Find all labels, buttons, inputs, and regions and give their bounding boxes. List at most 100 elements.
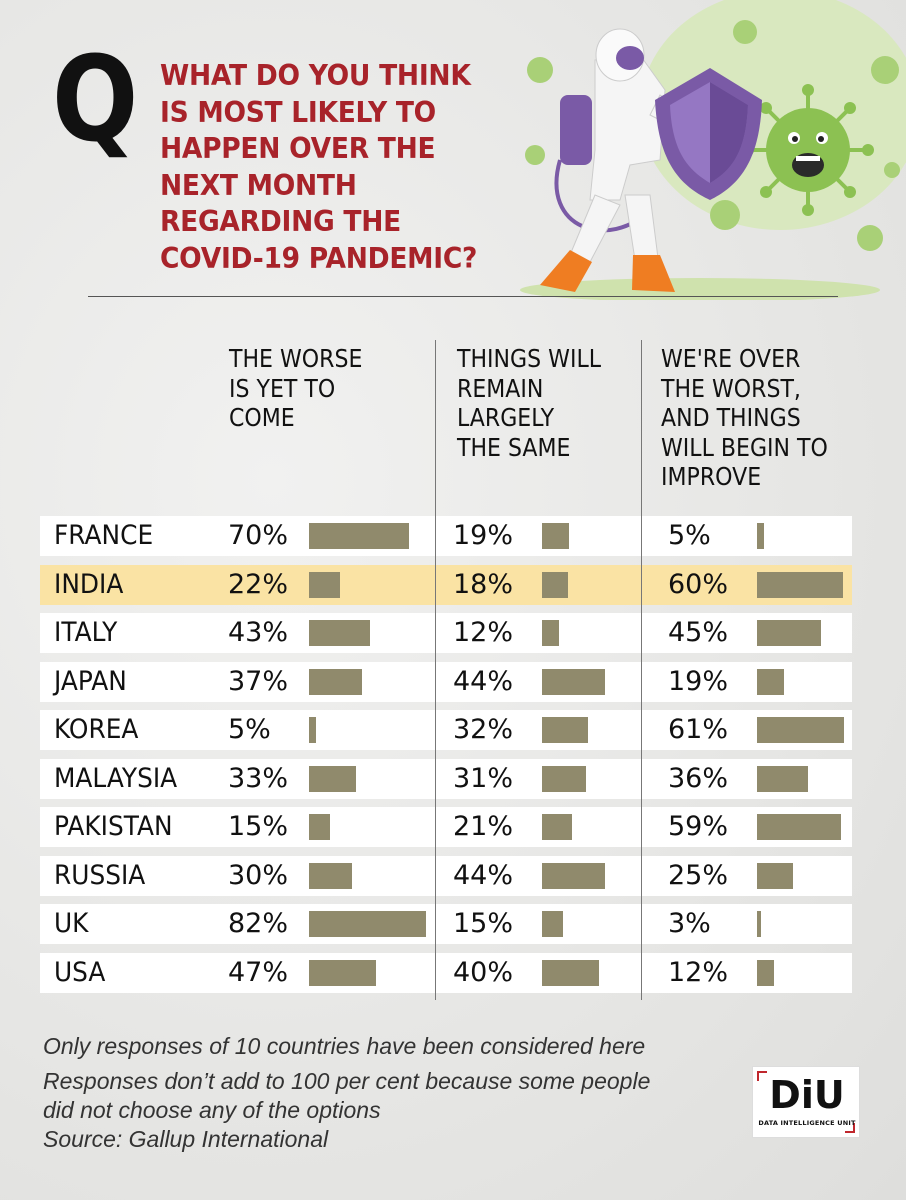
percent-label: 82% bbox=[228, 908, 289, 939]
country-label: USA bbox=[54, 956, 106, 988]
question-line: IS MOST LIKELY TO bbox=[160, 95, 436, 129]
question-line: NEXT MONTH bbox=[160, 168, 357, 202]
percent-label: 21% bbox=[453, 811, 514, 842]
table-row: ITALY 43% 12% 45% bbox=[40, 613, 852, 653]
logo-corner bbox=[845, 1123, 855, 1133]
virus-big-icon bbox=[742, 84, 874, 216]
column-separator bbox=[435, 340, 436, 1000]
value-bar bbox=[542, 571, 568, 598]
table-row-highlighted: INDIA 22% 18% 60% bbox=[40, 564, 852, 605]
question-line: COVID-19 PANDEMIC? bbox=[160, 241, 478, 275]
country-label: RUSSIA bbox=[54, 859, 146, 891]
value-bar bbox=[309, 911, 427, 937]
value-bar bbox=[309, 668, 362, 695]
percent-label: 31% bbox=[453, 762, 514, 794]
value-bar bbox=[542, 668, 605, 695]
value-bar bbox=[757, 668, 785, 695]
column-header-line: REMAIN bbox=[457, 373, 544, 403]
question-line: HAPPEN OVER THE bbox=[160, 132, 436, 165]
table-row: MALAYSIA 33% 31% 36% bbox=[40, 758, 852, 799]
country-label: KOREA bbox=[54, 714, 139, 745]
footnote: Only responses of 10 countries have been… bbox=[43, 1033, 646, 1059]
table-row: PAKISTAN 15% 21% 59% bbox=[40, 807, 852, 847]
percent-label: 70% bbox=[228, 520, 289, 551]
value-bar bbox=[309, 814, 331, 840]
value-bar bbox=[757, 523, 765, 549]
percent-label: 19% bbox=[453, 520, 514, 551]
percent-label: 12% bbox=[453, 617, 514, 648]
source-note: Source: Gallup International bbox=[43, 1126, 329, 1152]
logo-subtitle: DATA INTELLIGENCE UNIT bbox=[758, 1119, 856, 1127]
column-header-line: COME bbox=[229, 403, 295, 432]
hazmat-illustration bbox=[520, 0, 906, 300]
q-letter: Q bbox=[52, 30, 139, 168]
footnote: Responses don’t add to 100 per cent beca… bbox=[43, 1068, 651, 1094]
percent-label: 15% bbox=[228, 811, 289, 842]
percent-label: 61% bbox=[668, 714, 729, 745]
value-bar bbox=[757, 765, 809, 792]
percent-label: 59% bbox=[668, 811, 729, 842]
value-bar bbox=[309, 765, 357, 792]
value-bar bbox=[309, 717, 317, 743]
header-divider bbox=[88, 296, 838, 297]
value-bar bbox=[542, 959, 600, 986]
value-bar bbox=[757, 959, 775, 986]
percent-label: 22% bbox=[228, 568, 289, 600]
table-row: UK 82% 15% 3% bbox=[40, 904, 852, 944]
column-header-line: THE SAME bbox=[457, 432, 571, 462]
virus-small-icon bbox=[525, 20, 900, 251]
percent-label: 45% bbox=[668, 617, 729, 648]
percent-label: 18% bbox=[453, 568, 514, 600]
column-header-worse: THE WORSE IS YET TO COME bbox=[229, 344, 377, 433]
percent-label: 25% bbox=[668, 859, 729, 891]
table-row: KOREA 5% 32% 61% bbox=[40, 710, 852, 750]
question-title: WHAT DO YOU THINK IS MOST LIKELY TO HAPP… bbox=[160, 58, 520, 277]
country-label: PAKISTAN bbox=[54, 811, 173, 842]
shield-icon bbox=[655, 68, 762, 200]
table-row: FRANCE 70% 19% 5% bbox=[40, 516, 852, 556]
ground-shadow bbox=[520, 278, 880, 300]
value-bar bbox=[309, 571, 341, 598]
percent-label: 12% bbox=[668, 956, 729, 988]
value-bar bbox=[309, 959, 377, 986]
column-header-line: IS YET TO bbox=[229, 373, 336, 403]
logo-corner bbox=[757, 1071, 767, 1081]
table-row: RUSSIA 30% 44% 25% bbox=[40, 855, 852, 896]
footnote: did not choose any of the options bbox=[43, 1097, 381, 1123]
country-label: ITALY bbox=[54, 617, 118, 648]
value-bar bbox=[542, 765, 587, 792]
value-bar bbox=[309, 523, 410, 549]
column-header-line: WILL BEGIN TO bbox=[661, 432, 828, 462]
country-label: UK bbox=[54, 908, 89, 939]
percent-label: 15% bbox=[453, 908, 514, 939]
logo-text: DiU bbox=[769, 1073, 845, 1117]
percent-label: 43% bbox=[228, 617, 289, 648]
value-bar bbox=[542, 814, 573, 840]
country-label: MALAYSIA bbox=[54, 762, 178, 794]
value-bar bbox=[542, 911, 564, 937]
percent-label: 40% bbox=[453, 956, 514, 988]
value-bar bbox=[309, 620, 371, 646]
value-bar bbox=[757, 571, 843, 598]
footnotes: Only responses of 10 countries have been… bbox=[43, 1032, 650, 1154]
percent-label: 30% bbox=[228, 859, 289, 891]
table-row: USA 47% 40% 12% bbox=[40, 952, 852, 993]
percent-label: 33% bbox=[228, 762, 289, 794]
percent-label: 5% bbox=[228, 714, 271, 745]
column-header-line: WE'RE OVER bbox=[661, 344, 801, 373]
value-bar bbox=[757, 814, 842, 840]
country-label: JAPAN bbox=[54, 665, 127, 697]
question-line: REGARDING THE bbox=[160, 205, 401, 238]
percent-label: 37% bbox=[228, 665, 289, 697]
value-bar bbox=[309, 862, 352, 889]
percent-label: 60% bbox=[668, 568, 729, 600]
column-header-same: THINGS WILL REMAIN LARGELY THE SAME bbox=[457, 344, 617, 462]
percent-label: 47% bbox=[228, 956, 289, 988]
percent-label: 3% bbox=[668, 908, 711, 939]
percent-label: 44% bbox=[453, 665, 514, 697]
column-header-line: AND THINGS bbox=[661, 403, 801, 432]
value-bar bbox=[542, 523, 570, 549]
table-row: JAPAN 37% 44% 19% bbox=[40, 661, 852, 702]
diu-logo: DiU DATA INTELLIGENCE UNIT bbox=[752, 1066, 860, 1138]
column-header-line: IMPROVE bbox=[661, 462, 762, 491]
